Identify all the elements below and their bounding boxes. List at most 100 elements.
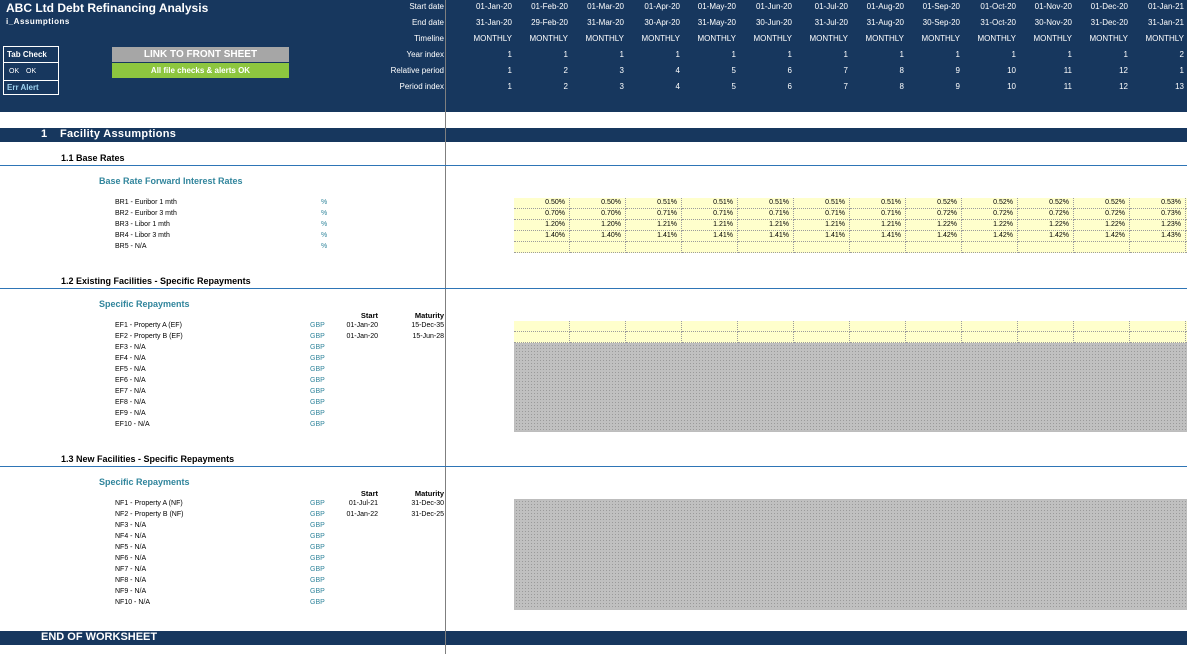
base-rate-cell[interactable]: 1.41% [738,231,794,242]
repayment-input-cell[interactable] [570,321,626,332]
base-rate-cell[interactable]: 0.50% [570,198,626,209]
base-rate-cell[interactable]: 1.21% [850,220,906,231]
base-rate-cell[interactable]: 1.43% [1130,231,1186,242]
base-rate-cell[interactable]: 0.70% [514,209,570,220]
repayment-input-cell[interactable] [906,321,962,332]
base-rate-cell[interactable]: 0.71% [794,209,850,220]
base-rate-cell[interactable]: 1.21% [794,220,850,231]
repayment-input-cell[interactable] [738,332,794,343]
end-date-cell: 31-Oct-20 [980,18,1016,27]
repayment-input-cell[interactable] [1074,332,1130,343]
base-rate-cell[interactable]: 0.51% [682,198,738,209]
base-rate-cell[interactable]: 0.50% [514,198,570,209]
start-date-value[interactable]: 01-Jul-21 [348,500,378,507]
start-date-value[interactable]: 01-Jan-20 [346,322,378,329]
base-rate-cell[interactable] [570,242,626,253]
repayment-input-cell[interactable] [850,332,906,343]
base-rate-cell[interactable]: 0.70% [570,209,626,220]
base-rate-cell[interactable] [514,242,570,253]
facility-label: EF7 - N/A [115,388,146,395]
base-rate-cell[interactable]: 0.51% [794,198,850,209]
base-rate-cell[interactable]: 0.52% [1018,198,1074,209]
repayment-input-cell[interactable] [1018,332,1074,343]
repayment-input-cell[interactable] [1130,332,1186,343]
maturity-date-value[interactable]: 31-Dec-25 [411,511,444,518]
base-rate-cell[interactable]: 0.51% [738,198,794,209]
base-rate-cell[interactable]: 0.71% [738,209,794,220]
link-to-front-sheet-button[interactable]: LINK TO FRONT SHEET [112,47,289,62]
base-rate-cell[interactable]: 1.40% [570,231,626,242]
repayment-input-cell[interactable] [570,332,626,343]
base-rate-cell[interactable]: 0.72% [906,209,962,220]
repayment-input-cell[interactable] [626,332,682,343]
maturity-date-value[interactable]: 15-Dec-35 [411,322,444,329]
base-rate-cell[interactable]: 1.21% [682,220,738,231]
base-rate-cell[interactable] [1018,242,1074,253]
base-rate-cell[interactable]: 1.22% [1074,220,1130,231]
base-rate-cell[interactable]: 0.71% [626,209,682,220]
base-rate-cell[interactable]: 1.42% [906,231,962,242]
base-rate-cell[interactable]: 1.41% [626,231,682,242]
base-rate-cell[interactable] [850,242,906,253]
repayment-input-cell[interactable] [906,332,962,343]
base-rate-cell[interactable] [626,242,682,253]
year-index-cell: 1 [731,50,736,59]
base-rate-cell[interactable]: 1.41% [682,231,738,242]
base-rate-cell[interactable] [962,242,1018,253]
repayment-input-cell[interactable] [850,321,906,332]
repayment-input-cell[interactable] [514,332,570,343]
repayment-input-cell[interactable] [626,321,682,332]
base-rate-cell[interactable] [1074,242,1130,253]
base-rate-cell[interactable]: 0.51% [626,198,682,209]
section-number: 1 [41,128,48,140]
base-rate-cell[interactable] [1130,242,1186,253]
base-rate-cell[interactable] [794,242,850,253]
base-rate-cell[interactable]: 1.22% [1018,220,1074,231]
base-rate-cell[interactable] [906,242,962,253]
base-rate-cell[interactable]: 1.41% [850,231,906,242]
start-date-value[interactable]: 01-Jan-22 [346,511,378,518]
repayment-input-cell[interactable] [682,321,738,332]
maturity-date-value[interactable]: 15-Jun-28 [412,333,444,340]
base-rate-cell[interactable]: 1.41% [794,231,850,242]
repayment-input-cell[interactable] [1130,321,1186,332]
base-rate-cell[interactable]: 1.21% [738,220,794,231]
base-rate-cell[interactable]: 0.71% [682,209,738,220]
base-rate-cell[interactable] [738,242,794,253]
base-rate-cell[interactable]: 1.42% [1074,231,1130,242]
base-rate-cell[interactable]: 0.73% [1130,209,1186,220]
repayment-input-cell[interactable] [794,332,850,343]
maturity-date-value[interactable]: 31-Dec-30 [411,500,444,507]
repayment-input-cell[interactable] [962,321,1018,332]
start-date-cell: 01-Mar-20 [587,2,624,11]
base-rate-cell[interactable]: 0.51% [850,198,906,209]
repayment-input-cell[interactable] [738,321,794,332]
base-rate-cell[interactable]: 0.72% [962,209,1018,220]
start-date-value[interactable]: 01-Jan-20 [346,333,378,340]
base-rate-cell[interactable] [682,242,738,253]
base-rate-cell[interactable]: 1.22% [906,220,962,231]
base-rate-cell[interactable]: 0.52% [1074,198,1130,209]
base-rate-cell[interactable]: 1.42% [962,231,1018,242]
base-rate-cell[interactable]: 1.23% [1130,220,1186,231]
repayment-input-cell[interactable] [1018,321,1074,332]
base-rate-cell[interactable]: 1.20% [514,220,570,231]
base-rate-cell[interactable]: 1.21% [626,220,682,231]
base-rate-cell[interactable]: 0.72% [1074,209,1130,220]
base-rate-cell[interactable]: 0.71% [850,209,906,220]
repayment-input-cell[interactable] [514,321,570,332]
base-rate-cell[interactable]: 0.53% [1130,198,1186,209]
base-rate-cell[interactable]: 1.22% [962,220,1018,231]
base-rate-cell[interactable]: 0.52% [906,198,962,209]
repayment-input-cell[interactable] [682,332,738,343]
repayment-input-cell[interactable] [794,321,850,332]
base-rate-cell[interactable]: 1.42% [1018,231,1074,242]
base-rate-cell[interactable]: 1.40% [514,231,570,242]
currency-label: GBP [310,344,325,351]
repayment-input-cell[interactable] [1074,321,1130,332]
base-rate-cell[interactable]: 0.72% [1018,209,1074,220]
repayment-input-cell[interactable] [962,332,1018,343]
currency-label: GBP [310,599,325,606]
base-rate-cell[interactable]: 0.52% [962,198,1018,209]
base-rate-cell[interactable]: 1.20% [570,220,626,231]
